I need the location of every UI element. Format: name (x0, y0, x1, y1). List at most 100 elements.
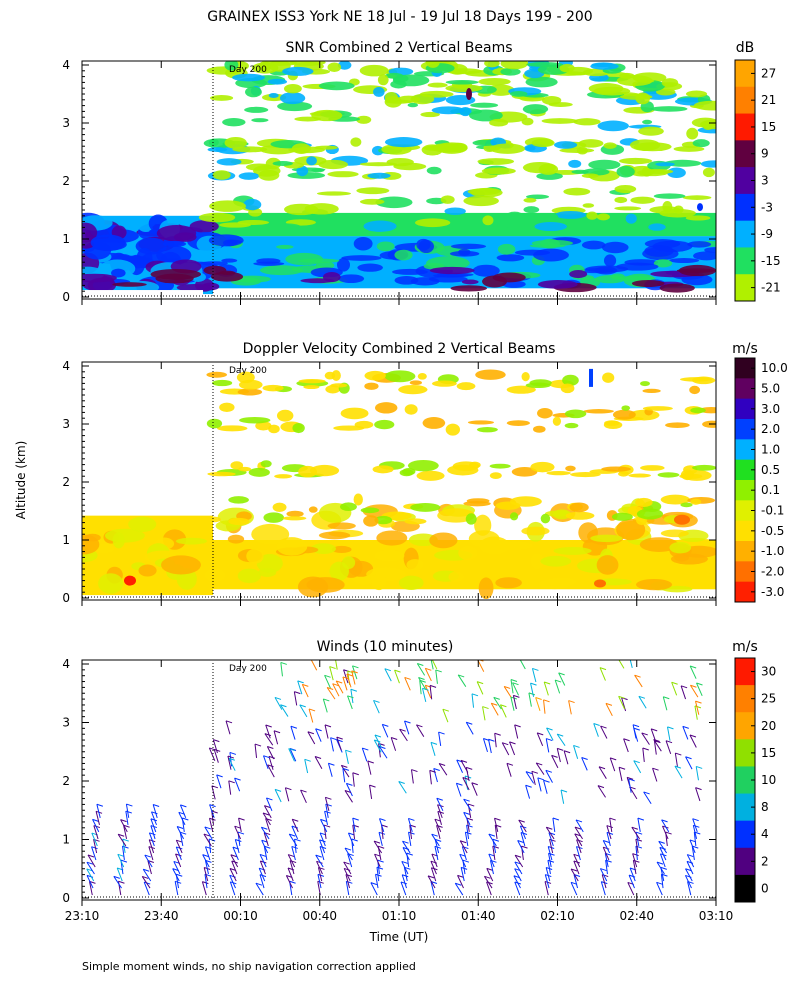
wind-barb (116, 867, 123, 882)
doppler-region (260, 460, 272, 468)
doppler-region (360, 507, 380, 514)
colorbar-label: 15 (761, 120, 776, 134)
doppler-region (255, 421, 272, 431)
snr-region (693, 100, 716, 111)
wind-barb (361, 747, 368, 762)
doppler-region (212, 379, 233, 387)
wind-barb (87, 854, 96, 868)
snr-region (466, 88, 472, 100)
wind-barb (379, 746, 388, 759)
wind-barb (228, 758, 236, 771)
wind-barb (455, 882, 462, 886)
wind-barb (573, 744, 580, 748)
wind-barb (288, 748, 295, 752)
snr-region (272, 223, 301, 231)
doppler-region (680, 502, 693, 508)
wind-barb (176, 826, 185, 840)
wind-barb (690, 685, 699, 698)
doppler-region (602, 372, 615, 383)
wind-barb (263, 755, 269, 770)
wind-barb (525, 771, 535, 784)
snr-region (222, 118, 246, 127)
colorbar-swatch (735, 712, 755, 740)
wind-barb (687, 881, 692, 896)
wind-barb (575, 846, 581, 861)
wind-barb (609, 757, 616, 772)
wind-barb (471, 782, 478, 786)
wind-barb (513, 694, 520, 698)
wind-barb (545, 770, 553, 783)
wind-barb (633, 760, 642, 774)
doppler-region (374, 419, 395, 430)
wind-barb (484, 876, 493, 889)
wind-barb (532, 667, 539, 671)
wind-barb (345, 783, 353, 797)
doppler-region (376, 530, 408, 546)
wind-barb (610, 757, 617, 761)
wind-barb (374, 853, 381, 868)
wind-barb (151, 811, 157, 826)
wind-barb (682, 725, 689, 729)
wind-barb (606, 832, 611, 847)
wind-barb (680, 685, 687, 700)
wind-barb (632, 853, 638, 868)
wind-barb (599, 667, 607, 671)
snr-region (376, 241, 395, 252)
snr-region (209, 200, 247, 212)
doppler-region (601, 466, 631, 472)
snr-region (243, 198, 262, 211)
snr-region (359, 64, 389, 77)
wind-barb (229, 751, 237, 755)
wind-barb (370, 882, 378, 896)
snr-region (463, 195, 499, 207)
snr-region (534, 222, 567, 232)
wind-barb (463, 811, 470, 815)
wind-barb (398, 781, 405, 784)
snr-region (200, 261, 228, 266)
wind-barb (152, 803, 160, 807)
doppler-region (398, 384, 428, 395)
y-tick-label: 1 (62, 533, 70, 547)
wind-barb (266, 797, 273, 801)
doppler-region (410, 502, 441, 512)
wind-barb (288, 854, 295, 858)
snr-region (162, 240, 187, 248)
snr-region (224, 136, 247, 149)
wind-barb (411, 769, 418, 773)
colorbar-label: 0.5 (761, 463, 780, 477)
doppler-region (640, 465, 665, 471)
wind-barb (347, 832, 355, 847)
snr-region (420, 111, 440, 118)
wind-barb (204, 874, 208, 889)
wind-barb (125, 810, 129, 825)
wind-barb (316, 860, 323, 864)
wind-barb (484, 875, 491, 879)
wind-barb (430, 867, 437, 882)
y-tick-label: 0 (62, 591, 70, 605)
doppler-region (445, 423, 460, 436)
snr-region (112, 282, 147, 287)
wind-barb (373, 700, 380, 714)
snr-region (595, 275, 626, 284)
doppler-panel-title: Doppler Velocity Combined 2 Vertical Bea… (243, 341, 556, 357)
wind-barb (482, 706, 489, 710)
doppler-region (128, 516, 157, 532)
wind-barb (346, 782, 353, 786)
wind-barb (409, 824, 413, 839)
snr-region (492, 272, 526, 283)
snr-region (222, 239, 238, 247)
wind-barb (264, 733, 274, 746)
doppler-region (604, 420, 620, 426)
wind-barb (179, 832, 184, 847)
wind-barb (255, 882, 263, 886)
colorbar-label: 27 (761, 66, 776, 80)
snr-region (496, 254, 525, 262)
snr-region (635, 92, 651, 105)
doppler-region (246, 548, 264, 564)
wind-barb (122, 846, 125, 861)
snr-region (629, 139, 661, 151)
wind-barb (557, 747, 564, 751)
wind-barb (263, 832, 269, 847)
snr-region (203, 265, 227, 275)
wind-barb (288, 833, 298, 847)
